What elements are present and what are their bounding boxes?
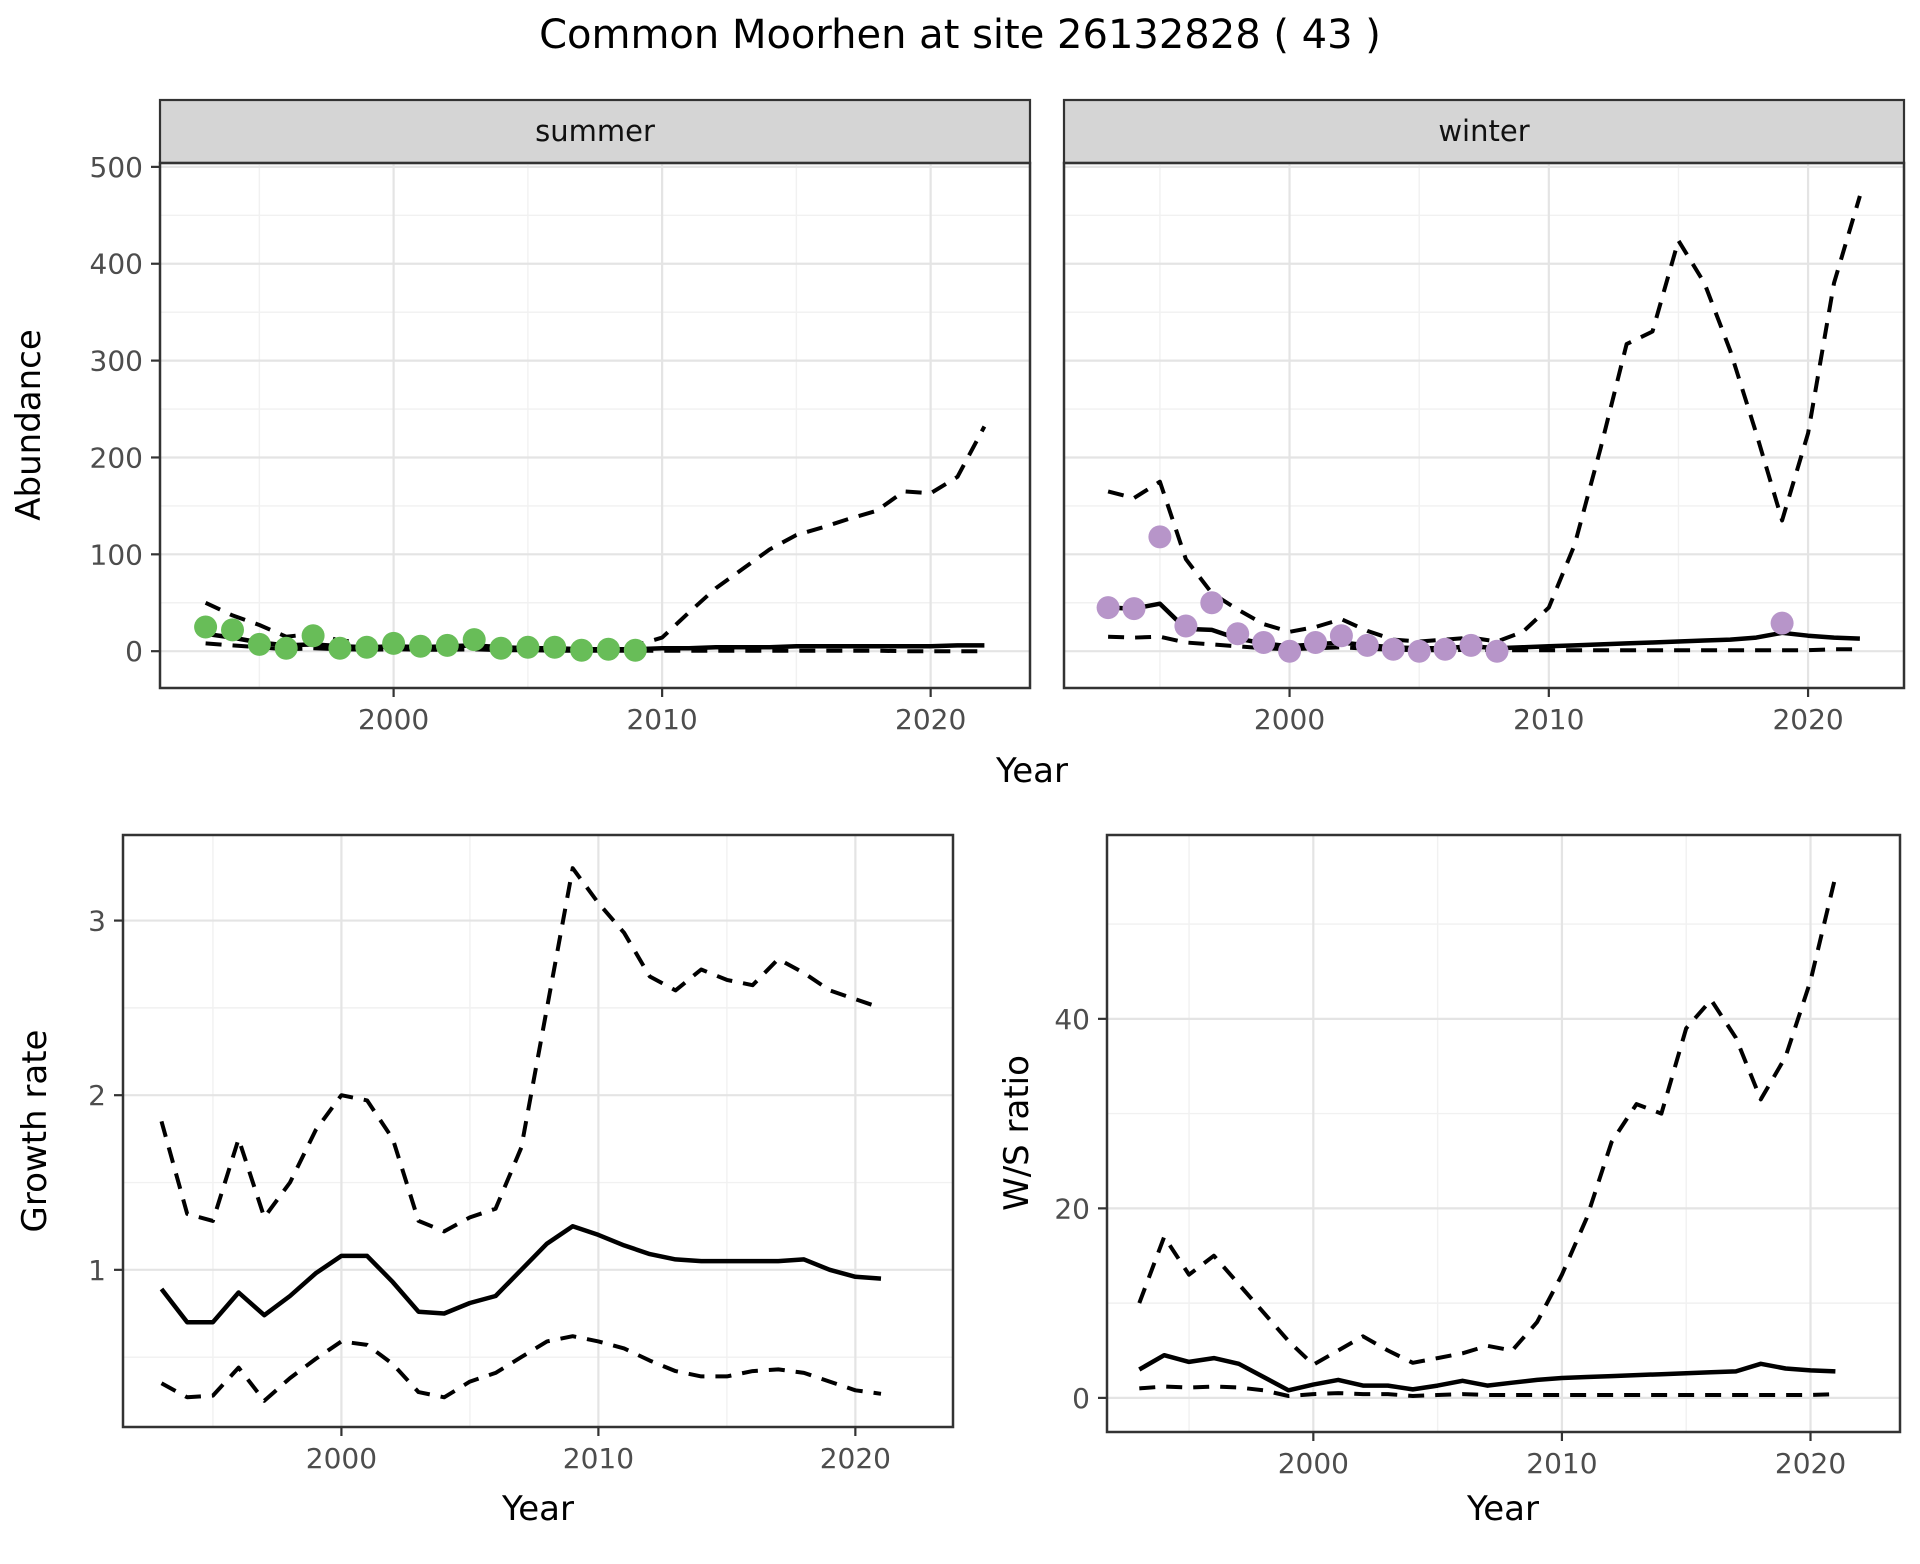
facet-label-winter: winter bbox=[1438, 114, 1529, 148]
data-point bbox=[570, 638, 594, 662]
x-tick-label: 2020 bbox=[1775, 1447, 1846, 1480]
y-tick-label: 300 bbox=[90, 345, 143, 378]
x-tick-label: 2020 bbox=[895, 703, 966, 736]
data-point bbox=[1174, 614, 1198, 638]
data-point bbox=[301, 624, 325, 648]
upper_ci-line bbox=[1137, 876, 1838, 1367]
x-tick-label: 2020 bbox=[820, 1442, 891, 1475]
y-tick-label: 20 bbox=[1054, 1192, 1090, 1225]
data-point bbox=[1770, 611, 1794, 635]
lower_ci-line bbox=[1108, 634, 1860, 653]
x-tick-label: 2000 bbox=[358, 703, 429, 736]
data-point bbox=[1381, 637, 1405, 661]
data-point bbox=[1459, 633, 1483, 657]
data-point bbox=[1304, 631, 1327, 654]
lower_ci-line bbox=[1139, 1384, 1836, 1398]
data-point bbox=[1278, 639, 1302, 663]
data-point bbox=[1200, 591, 1224, 615]
data-point bbox=[543, 635, 567, 659]
panel-ws-ratio: 2000 2010 2020 0 20 40 bbox=[1054, 833, 1902, 1480]
plot-title: Common Moorhen at site 26132828 ( 43 ) bbox=[539, 12, 1381, 58]
facet-strip-summer bbox=[158, 98, 1032, 165]
x-tick-label: 2010 bbox=[563, 1442, 634, 1475]
y-axis-title-abundance: Abundance bbox=[9, 329, 49, 521]
y-tick-label: 0 bbox=[125, 635, 143, 668]
facet-strip-winter bbox=[1062, 98, 1906, 165]
panel-summer: 2000 2010 2020 0 100 200 300 400 500 bbox=[90, 151, 1032, 736]
x-tick-label: 2000 bbox=[306, 1442, 377, 1475]
data-point bbox=[1096, 596, 1120, 620]
y-tick-label: 3 bbox=[88, 905, 106, 938]
data-point bbox=[1252, 631, 1276, 654]
data-point bbox=[1407, 639, 1431, 663]
panel-growth-rate: 2000 2010 2020 1 2 3 bbox=[88, 833, 955, 1475]
x-tick-label: 2010 bbox=[626, 703, 697, 736]
y-tick-label: 500 bbox=[90, 151, 143, 184]
y-tick-label: 2 bbox=[88, 1079, 106, 1112]
y-tick-label: 40 bbox=[1054, 1003, 1090, 1036]
panel-border bbox=[158, 161, 1032, 690]
data-point bbox=[596, 637, 620, 661]
data-point bbox=[1433, 637, 1457, 661]
y-axis-title-ws-ratio: W/S ratio bbox=[997, 1055, 1037, 1211]
facet-label-summer: summer bbox=[535, 114, 655, 148]
data-point bbox=[1122, 597, 1146, 621]
x-axis-title-year-top: Year bbox=[995, 751, 1068, 791]
data-point bbox=[382, 631, 406, 655]
x-tick-label: 2010 bbox=[1513, 703, 1584, 736]
data-point bbox=[1226, 622, 1250, 646]
mean-line bbox=[159, 1223, 882, 1325]
y-tick-label: 200 bbox=[90, 441, 143, 474]
mean-line bbox=[1138, 1352, 1836, 1393]
panel-winter: 2000 2010 2020 bbox=[1062, 161, 1906, 736]
data-point bbox=[435, 633, 459, 657]
x-tick-label: 2010 bbox=[1526, 1447, 1597, 1480]
data-point bbox=[274, 636, 298, 660]
data-point bbox=[328, 636, 352, 660]
data-point bbox=[409, 634, 432, 658]
lower_ci-line bbox=[160, 1334, 882, 1403]
data-point bbox=[623, 638, 647, 662]
panel-border bbox=[1062, 161, 1906, 690]
data-point bbox=[489, 636, 513, 660]
panel-border bbox=[1105, 833, 1902, 1434]
data-point bbox=[1485, 639, 1509, 663]
y-tick-label: 1 bbox=[88, 1254, 106, 1287]
y-tick-label: 0 bbox=[1072, 1382, 1090, 1415]
data-point bbox=[221, 618, 244, 642]
y-tick-label: 100 bbox=[90, 538, 143, 571]
x-tick-label: 2020 bbox=[1772, 703, 1843, 736]
data-point bbox=[1355, 633, 1379, 657]
data-point bbox=[516, 635, 540, 659]
data-point bbox=[355, 635, 379, 659]
x-axis-title-year-ws: Year bbox=[1466, 1489, 1539, 1529]
data-point bbox=[1329, 624, 1353, 648]
x-tick-label: 2000 bbox=[1254, 703, 1325, 736]
data-point bbox=[1148, 525, 1172, 549]
data-point bbox=[194, 615, 218, 639]
upper_ci-line bbox=[1107, 195, 1862, 644]
x-axis-title-year-growth: Year bbox=[501, 1489, 574, 1529]
data-point bbox=[247, 632, 271, 656]
y-tick-label: 400 bbox=[90, 248, 143, 281]
y-axis-title-growth-rate: Growth rate bbox=[15, 1030, 55, 1233]
panel-border bbox=[121, 833, 955, 1429]
x-tick-label: 2000 bbox=[1278, 1447, 1349, 1480]
data-point bbox=[462, 628, 486, 652]
